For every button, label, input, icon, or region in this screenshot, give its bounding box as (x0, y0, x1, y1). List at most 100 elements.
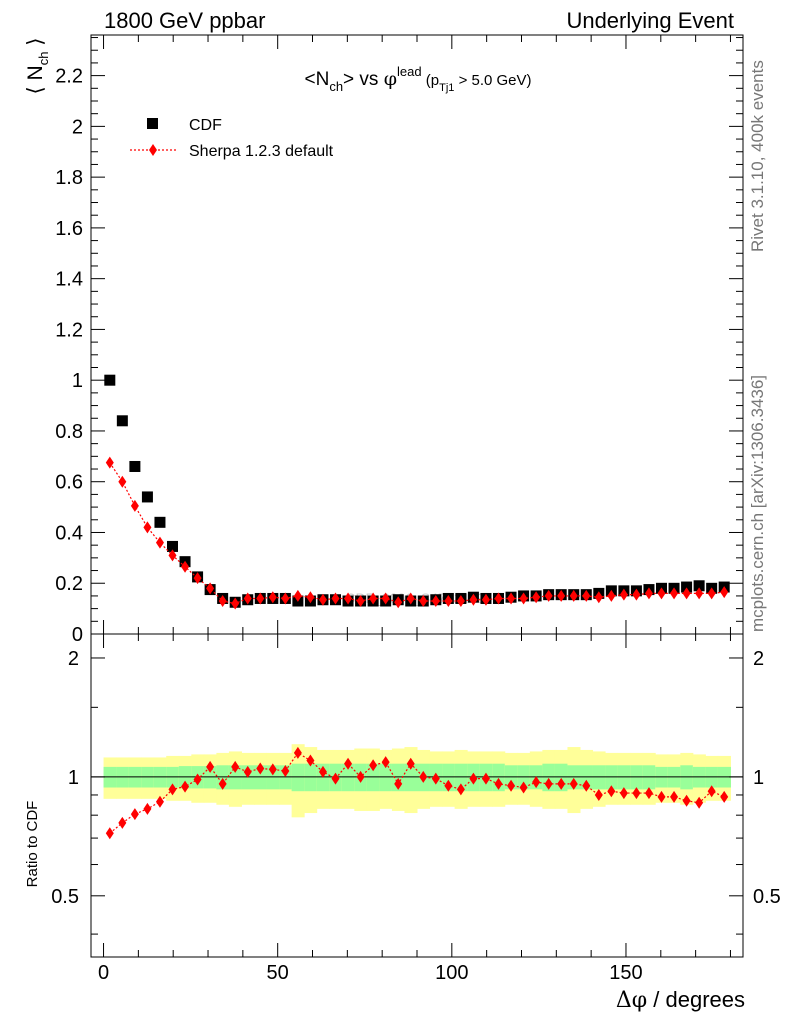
sherpa-ratio-point (444, 779, 453, 792)
cdf-point (141, 491, 153, 503)
lower-ytick-label-right: 0.5 (753, 886, 781, 908)
sherpa-point (356, 595, 365, 608)
lower-xtick-label: 100 (435, 962, 468, 984)
sherpa-point (619, 588, 628, 601)
sherpa-ratio-point (381, 756, 390, 769)
lower-xtick-label: 150 (609, 962, 642, 984)
ylabel-close: ⟩ (24, 38, 47, 52)
sherpa-point (670, 587, 679, 600)
sherpa-point (431, 595, 440, 608)
title-paren-open: ( (422, 72, 431, 89)
sherpa-ratio-point (130, 808, 139, 821)
lower-ytick-label-left: 0.5 (51, 886, 79, 908)
sherpa-point (632, 588, 641, 601)
upper-ytick-label: 1.2 (55, 319, 83, 341)
sherpa-ratio-point (181, 780, 190, 793)
sherpa-point (318, 593, 327, 606)
cdf-point (116, 415, 128, 427)
sherpa-point (281, 592, 290, 605)
upper-ylabel: ⟨ Nch ⟩ (24, 38, 51, 95)
cdf-point (167, 540, 178, 552)
sherpa-ratio-point (594, 788, 603, 801)
band-inner-bin (291, 763, 305, 792)
sherpa-point (268, 591, 277, 604)
lower-series (105, 746, 729, 840)
xlabel-delta: Δφ (616, 988, 647, 1013)
cdf-point (681, 581, 693, 593)
sherpa-ratio-point (331, 772, 340, 785)
sherpa-point (419, 595, 428, 608)
cdf-point (693, 580, 705, 592)
sherpa-ratio-point (118, 816, 127, 829)
title-ch: ch (329, 79, 343, 94)
upper-series (104, 374, 730, 610)
sherpa-ratio-point (682, 794, 691, 807)
sherpa-ratio-point (318, 765, 327, 778)
lower-ytick-label-right: 1 (753, 767, 764, 789)
sherpa-point (344, 592, 353, 605)
sherpa-ratio-point (557, 777, 566, 790)
sherpa-ratio-point (657, 790, 666, 803)
band-inner-bin (404, 763, 418, 792)
sherpa-ratio-point (507, 779, 516, 792)
sherpa-point (406, 592, 415, 605)
upper-ytick-label: 0 (72, 624, 83, 646)
sherpa-point (231, 597, 240, 610)
sherpa-ratio-point (481, 772, 490, 785)
upper-ytick-label: 1 (72, 370, 83, 392)
sherpa-ratio-point (231, 760, 240, 773)
title-n: N (316, 69, 330, 90)
sherpa-ratio-point (356, 770, 365, 783)
upper-ytick-label: 0.8 (55, 421, 83, 443)
upper-ytick-label: 2 (72, 116, 83, 138)
sherpa-point (105, 456, 114, 469)
title-paren-close: ) (527, 72, 532, 89)
title-p: p (431, 72, 439, 89)
sherpa-point (544, 589, 553, 602)
sherpa-point (130, 499, 139, 512)
band-inner-bin (454, 763, 468, 792)
sherpa-point (532, 591, 541, 604)
sherpa-ratio-point (193, 773, 202, 786)
sherpa-ratio-point (456, 783, 465, 796)
upper-ytick-label: 0.4 (55, 522, 83, 544)
sherpa-point (394, 596, 403, 609)
legend-cdf-marker (147, 118, 158, 129)
side-label-upper: Rivet 3.1.10, 400k events (748, 60, 767, 252)
sherpa-ratio-point (582, 779, 591, 792)
sherpa-point (695, 587, 704, 600)
cdf-point (129, 460, 141, 472)
cdf-point (154, 516, 166, 528)
sherpa-point (507, 592, 516, 605)
title-vs: vs (359, 69, 378, 90)
sherpa-point (206, 582, 215, 595)
sherpa-point (720, 586, 729, 599)
sherpa-ratio-point (519, 781, 528, 794)
sherpa-point (118, 475, 127, 488)
band-inner-bin (366, 763, 380, 792)
x-axis-label: Δφ / degrees (616, 987, 745, 1013)
sherpa-ratio-point (419, 770, 428, 783)
sherpa-ratio-point (494, 777, 503, 790)
sherpa-point (256, 592, 265, 605)
sherpa-point (594, 591, 603, 604)
side-label-lower: mcplots.cern.ch [arXiv:1306.3436] (748, 374, 767, 632)
upper-ytick-label: 1.8 (55, 167, 83, 189)
sherpa-ratio-point (243, 765, 252, 778)
header-left: 1800 GeV ppbar (104, 8, 266, 33)
lower-xtick-label: 50 (267, 962, 289, 984)
lower-ylabel: Ratio to CDF (24, 801, 41, 888)
sherpa-ratio-point (394, 777, 403, 790)
sherpa-point (143, 521, 152, 534)
sherpa-ratio-point (607, 785, 616, 798)
sherpa-ratio-point (206, 760, 215, 773)
sherpa-point (168, 549, 177, 562)
sherpa-ratio-point (569, 777, 578, 790)
header-right: Underlying Event (566, 8, 734, 33)
sherpa-point (657, 587, 666, 600)
sherpa-point (444, 595, 453, 608)
sherpa-point (456, 595, 465, 608)
sherpa-ratio-point (469, 772, 478, 785)
title-lead: lead (397, 64, 422, 79)
sherpa-point (644, 587, 653, 600)
